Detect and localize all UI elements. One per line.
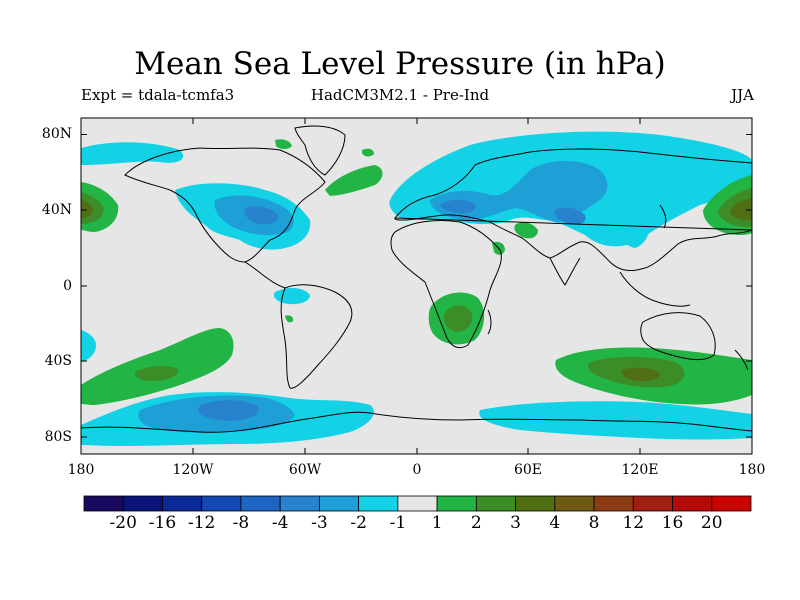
pos-region-south-indian-core: [621, 367, 660, 382]
colorbar-swatch: [162, 495, 203, 512]
colorbar-label: -12: [188, 513, 216, 533]
colorbar-label: -1: [389, 513, 407, 533]
colorbar-swatch: [711, 495, 752, 512]
colorbar-swatch: [201, 495, 242, 512]
coast-antarctica: [81, 411, 752, 433]
axis-ticks: [81, 118, 752, 454]
pos-region-arabia: [514, 222, 538, 239]
colorbar-label: 2: [470, 513, 482, 533]
colorbar-swatch: [593, 495, 634, 512]
colorbar-label: 1: [431, 513, 443, 533]
colorbar-swatch: [279, 495, 320, 512]
experiment-label: Expt = tdala-tcmfa3: [81, 86, 235, 104]
lon-label-180-west: 180: [67, 462, 95, 478]
colorbar-swatch: [122, 495, 163, 512]
colorbar-label: 4: [549, 513, 561, 533]
colorbar-label: -2: [350, 513, 367, 533]
colorbar-swatch: [397, 495, 438, 512]
pos-region-southern-africa-core: [444, 305, 473, 332]
neg-region-arctic-canada: [81, 142, 184, 165]
lat-label-40n: 40N: [41, 202, 72, 218]
colorbar-swatch: [672, 495, 713, 512]
lat-label-80n: 80N: [41, 126, 72, 142]
coast-south-america: [280, 284, 353, 389]
pos-region-south-atlantic: [285, 315, 294, 323]
neg-region-tibet-core: [554, 207, 586, 225]
colorbar-swatch: [358, 495, 399, 512]
colorbar-label: 16: [661, 513, 684, 533]
coast-europe-asia: [394, 148, 752, 271]
colorbar-label: 20: [700, 513, 723, 533]
coast-greenland: [294, 125, 346, 176]
coast-australia: [640, 312, 716, 361]
coast-japan: [659, 204, 667, 229]
pos-region-north-atlantic: [325, 165, 383, 196]
pos-region-iceland: [362, 148, 374, 157]
colorbar-label: -8: [232, 513, 250, 533]
colorbar-label: -20: [109, 513, 137, 533]
coast-madagascar: [487, 309, 492, 335]
neg-region-southern-ocean-east: [479, 401, 752, 440]
coast-india: [549, 257, 581, 286]
coast-north-america: [124, 147, 326, 263]
colorbar-label: -3: [311, 513, 328, 533]
colorbar-swatch: [83, 495, 124, 512]
neg-region-north-america-core: [244, 206, 279, 225]
colorbar-swatch: [632, 495, 673, 512]
lat-label-40s: 40S: [44, 353, 72, 369]
coastlines: [81, 125, 752, 433]
colorbar-label: 3: [510, 513, 521, 533]
lon-label-60e: 60E: [513, 462, 543, 478]
chart-title: Mean Sea Level Pressure (in hPa): [134, 46, 666, 82]
colorbar-label: -16: [148, 513, 177, 533]
model-label: HadCM3M2.1 - Pre-Ind: [310, 86, 490, 104]
season-label: JJA: [731, 86, 754, 104]
lon-label-180-east: 180: [738, 462, 766, 478]
lon-label-60w: 60W: [288, 462, 322, 478]
colorbar-swatch: [515, 495, 556, 512]
pos-region-greenland: [275, 139, 292, 149]
neg-region-south-pacific-west: [81, 330, 96, 362]
lon-label-120w: 120W: [172, 462, 214, 478]
pos-region-north-pacific-east-core: [730, 198, 752, 221]
colorbar-swatch: [475, 495, 516, 512]
colorbar-swatch: [436, 495, 477, 512]
colorbar-label: 12: [622, 513, 645, 533]
coast-southeast-asia: [619, 271, 691, 307]
colorbar-label: 8: [588, 513, 600, 533]
pressure-anomaly-layer: [81, 131, 752, 446]
neg-region-eurasia-core: [440, 199, 476, 214]
lat-label-80s: 80S: [44, 429, 72, 445]
lon-label-0: 0: [412, 462, 422, 478]
coast-new-zealand: [734, 349, 749, 371]
colorbar-swatch: [554, 495, 595, 512]
colorbar-swatch: [319, 495, 360, 512]
colorbar-swatch: [240, 495, 281, 512]
neg-region-east-asia: [614, 217, 650, 248]
coast-africa: [390, 219, 502, 349]
lon-label-120e: 120E: [621, 462, 659, 478]
neg-region-southern-ocean-core: [198, 400, 259, 421]
lat-label-0: 0: [63, 278, 72, 294]
coast-central-america: [244, 261, 286, 289]
neg-region-south-atlantic: [273, 288, 310, 305]
colorbar-label: -4: [271, 513, 289, 533]
pos-region-south-pacific-core: [134, 365, 179, 381]
pos-region-north-pacific-west-core: [81, 200, 93, 218]
